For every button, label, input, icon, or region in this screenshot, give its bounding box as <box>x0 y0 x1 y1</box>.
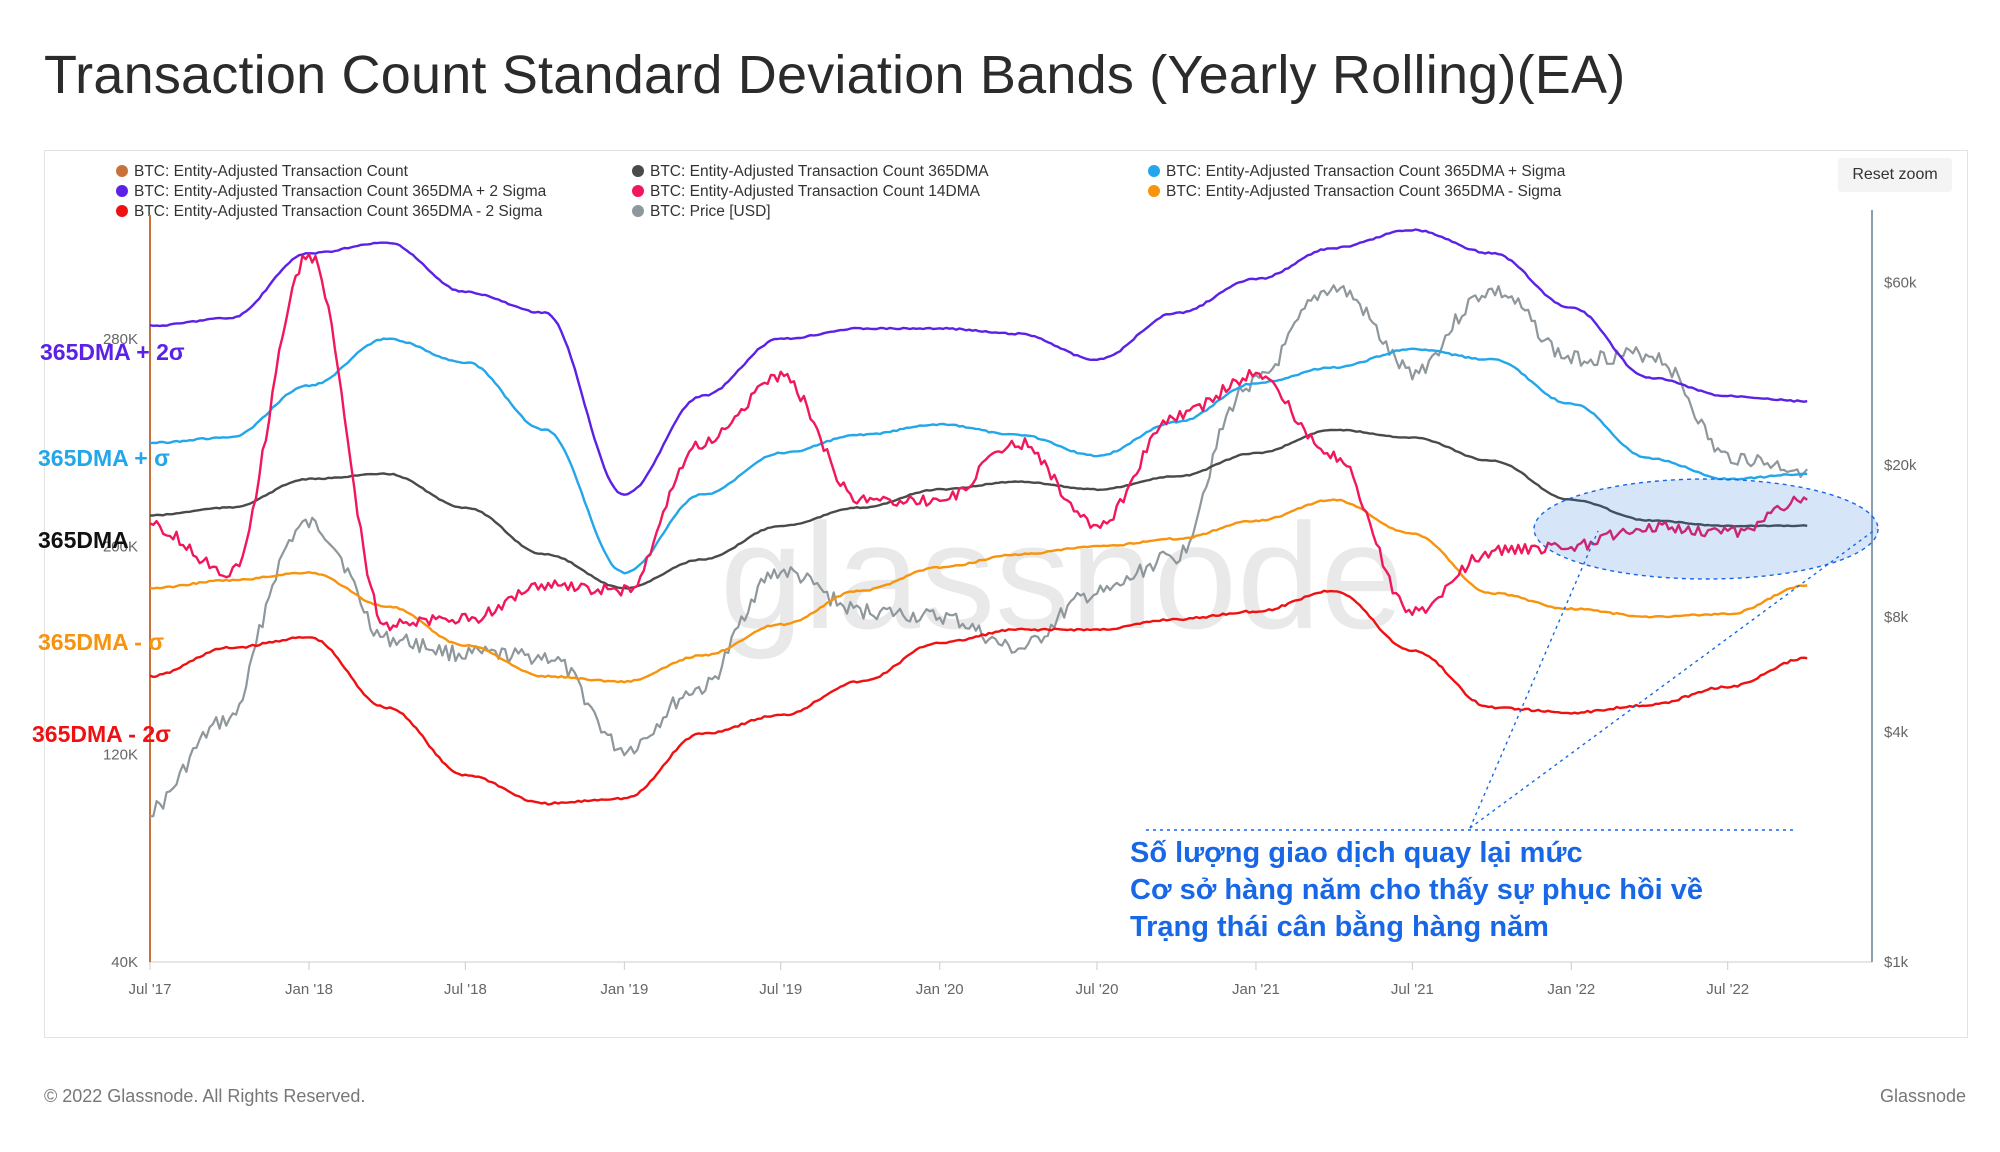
chart-frame <box>44 150 1968 1038</box>
legend-item[interactable]: BTC: Entity-Adjusted Transaction Count 3… <box>632 163 989 180</box>
band-label-minus2: 365DMA - 2σ <box>32 721 171 747</box>
legend-swatch <box>116 185 128 197</box>
band-label-dma: 365DMA <box>38 527 129 553</box>
legend-item[interactable]: BTC: Entity-Adjusted Transaction Count 3… <box>116 183 547 200</box>
annotation: Số lượng giao dịch quay lại mức Cơ sở hà… <box>1130 837 1703 943</box>
y-left-tick-label: 200K <box>103 539 138 556</box>
pointer-line-1 <box>1469 530 1599 829</box>
series-line-price <box>150 284 1809 818</box>
annotation-line-1: Số lượng giao dịch quay lại mức <box>1130 837 1583 869</box>
x-tick-label: Jan '19 <box>600 981 648 998</box>
band-label-minus1: 365DMA - σ <box>38 629 164 655</box>
copyright: © 2022 Glassnode. All Rights Reserved. <box>44 1086 366 1106</box>
legend-swatch <box>116 165 128 177</box>
legend-label: BTC: Entity-Adjusted Transaction Count 1… <box>650 183 981 200</box>
annotation-line-2: Cơ sở hàng năm cho thấy sự phục hồi về <box>1130 874 1703 906</box>
series-line-minus1 <box>149 498 1808 684</box>
series-line-plus2 <box>149 228 1808 496</box>
x-tick-label: Jul '19 <box>759 981 802 998</box>
legend-label: BTC: Price [USD] <box>650 203 771 220</box>
x-tick-label: Jan '21 <box>1232 981 1280 998</box>
series-line-dma14 <box>149 253 1808 632</box>
legend-label: BTC: Entity-Adjusted Transaction Count 3… <box>1166 183 1562 200</box>
band-label-plus1: 365DMA + σ <box>38 445 170 471</box>
reset-zoom-button[interactable]: Reset zoom <box>1838 158 1952 192</box>
x-tick-label: Jul '17 <box>129 981 172 998</box>
x-tick-label: Jul '22 <box>1706 981 1749 998</box>
y-right-tick-label: $60k <box>1884 275 1917 292</box>
x-tick-label: Jan '22 <box>1547 981 1595 998</box>
series-group <box>149 228 1809 818</box>
legend-label: BTC: Entity-Adjusted Transaction Count 3… <box>134 183 547 200</box>
x-tick-label: Jul '20 <box>1076 981 1119 998</box>
legend-swatch <box>116 205 128 217</box>
y-right-tick-label: $1k <box>1884 954 1909 971</box>
legend-label: BTC: Entity-Adjusted Transaction Count <box>134 163 409 180</box>
legend-item[interactable]: BTC: Entity-Adjusted Transaction Count 3… <box>1148 163 1566 180</box>
x-tick-label: Jul '18 <box>444 981 487 998</box>
legend-item[interactable]: BTC: Entity-Adjusted Transaction Count 1… <box>632 183 981 200</box>
legend-swatch <box>632 205 644 217</box>
legend-swatch <box>1148 185 1160 197</box>
annotation-pointers <box>1146 528 1877 831</box>
band-label-plus2: 365DMA + 2σ <box>40 339 185 365</box>
legend-label: BTC: Entity-Adjusted Transaction Count 3… <box>650 163 989 180</box>
x-tick-label: Jul '21 <box>1391 981 1434 998</box>
y-right-tick-label: $4k <box>1884 724 1909 741</box>
legend-swatch <box>632 185 644 197</box>
y-right-tick-label: $8k <box>1884 609 1909 626</box>
series-line-dma <box>150 428 1808 590</box>
legend-item[interactable]: BTC: Entity-Adjusted Transaction Count 3… <box>116 203 543 220</box>
legend-swatch <box>1148 165 1160 177</box>
y-left-tick-label: 120K <box>103 746 138 763</box>
series-line-minus2 <box>149 589 1808 806</box>
legend-swatch <box>632 165 644 177</box>
highlight-ellipse <box>1533 478 1879 580</box>
legend-label: BTC: Entity-Adjusted Transaction Count 3… <box>134 203 543 220</box>
band-labels: 365DMA + 2σ 365DMA + σ 365DMA 365DMA - σ… <box>32 339 185 747</box>
annotation-line-3: Trạng thái cân bằng hàng năm <box>1130 909 1549 943</box>
legend-item[interactable]: BTC: Entity-Adjusted Transaction Count 3… <box>1148 183 1562 200</box>
legend: BTC: Entity-Adjusted Transaction Count BT… <box>116 163 1566 220</box>
series-line-plus1 <box>149 337 1808 575</box>
watermark: glassnode <box>720 492 1404 660</box>
y-left-tick-label: 40K <box>111 954 138 971</box>
legend-item[interactable]: BTC: Entity-Adjusted Transaction Count <box>116 163 409 180</box>
x-tick-label: Jan '20 <box>916 981 964 998</box>
y-left-tick-label: 280K <box>103 331 138 348</box>
y-right-tick-label: $20k <box>1884 457 1917 474</box>
footer-brand: Glassnode <box>1879 1086 1966 1106</box>
pointer-line-2 <box>1469 528 1877 829</box>
x-tick-label: Jan '18 <box>285 981 333 998</box>
page-title: Transaction Count Standard Deviation Ban… <box>44 45 1626 105</box>
legend-label: BTC: Entity-Adjusted Transaction Count 3… <box>1166 163 1566 180</box>
legend-item[interactable]: BTC: Price [USD] <box>632 203 771 220</box>
